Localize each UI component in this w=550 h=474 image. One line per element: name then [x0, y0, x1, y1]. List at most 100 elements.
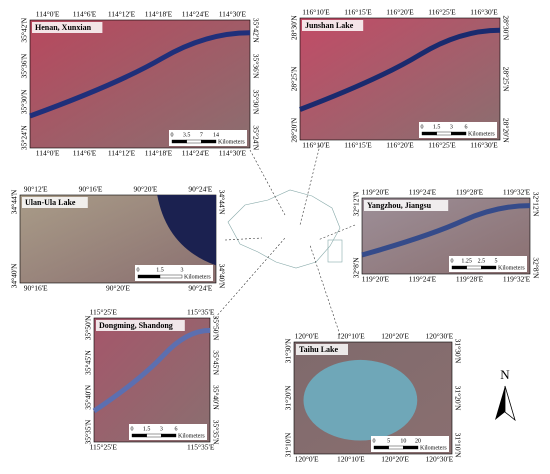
top-tick-label: 114°12'E — [108, 10, 136, 19]
top-tick-label: 116°30'E — [470, 8, 498, 17]
panel-title: Dongming, Shandong — [99, 321, 173, 330]
top-tick-label: 115°35'E — [187, 308, 215, 317]
bottom-tick-label: 114°0'E — [36, 149, 60, 158]
map-panel: Ulan-Ula Lake 90°12'E 90°16'E 90°20'E 90°24'… — [10, 185, 227, 293]
left-tick-label: 35°35'N — [84, 419, 93, 444]
map-panel: Taihu Lake 120°0'E 120°10'E 120°20'E 120°30'… — [284, 332, 463, 464]
scale-bar — [388, 445, 404, 450]
scale-bar — [451, 265, 467, 270]
scale-tick: 2.5 — [478, 258, 486, 264]
scale-unit: Kilometers — [420, 445, 447, 451]
top-tick-label: 114°0'E — [36, 10, 60, 19]
right-tick-label: 34°44'N — [217, 190, 226, 215]
scale-bar — [481, 265, 497, 270]
top-tick-label: 115°25'E — [90, 308, 118, 317]
left-tick-label: 35°42'N — [20, 17, 29, 42]
scale-bar — [137, 274, 161, 279]
right-tick-label: 35°24'N — [251, 125, 260, 150]
bottom-tick-label: 120°30'E — [426, 455, 454, 464]
right-tick-label: 28°30'N — [501, 15, 510, 40]
scale-tick: 14 — [213, 132, 219, 138]
scale-tick: 6 — [465, 124, 468, 130]
lake — [303, 359, 418, 441]
top-tick-label: 90°20'E — [133, 185, 157, 194]
left-tick-label: 34°40'N — [10, 263, 19, 288]
left-tick-label: 28°25'N — [290, 66, 299, 91]
scale-tick: 1.5 — [156, 267, 164, 273]
right-tick-label: 35°36'N — [251, 54, 260, 79]
top-tick-label: 119°24'E — [409, 188, 437, 197]
bottom-tick-label: 116°20'E — [386, 141, 414, 150]
scale-tick: 0 — [421, 124, 424, 130]
right-tick-label: 32°8'N — [531, 257, 540, 279]
bottom-tick-label: 114°24'E — [182, 149, 210, 158]
scale-tick: 1.5 — [433, 124, 441, 130]
top-tick-label: 116°25'E — [428, 8, 456, 17]
bottom-tick-label: 90°20'E — [106, 284, 130, 293]
top-tick-label: 119°20'E — [362, 188, 390, 197]
bottom-tick-label: 114°30'E — [219, 149, 247, 158]
map-panel: Yangzhou, Jiangsu 119°20'E 119°24'E 119°28'… — [352, 188, 541, 284]
scale-bar — [451, 131, 467, 136]
bottom-tick-label: 90°16'E — [24, 284, 48, 293]
bottom-tick-label: 116°30'E — [470, 141, 498, 150]
scale-tick: 3 — [181, 267, 184, 273]
top-tick-label: 114°30'E — [219, 10, 247, 19]
top-tick-label: 90°24'E — [188, 185, 212, 194]
scale-bar — [403, 445, 419, 450]
right-tick-label: 31°10'N — [453, 433, 462, 458]
title-box — [22, 197, 88, 208]
bottom-tick-label: 119°28'E — [456, 275, 484, 284]
satellite-image — [29, 19, 251, 149]
bottom-tick-label: 114°6'E — [73, 149, 97, 158]
river — [29, 30, 251, 119]
top-tick-label: 114°18'E — [145, 10, 173, 19]
right-tick-label: 35°40'N — [211, 385, 220, 410]
left-tick-label: 35°50'N — [84, 315, 93, 340]
satellite-image — [93, 317, 211, 443]
scale-tick: 3.5 — [183, 132, 191, 138]
bottom-tick-label: 116°25'E — [428, 141, 456, 150]
scale-tick: 0 — [131, 426, 134, 432]
left-tick-label: 35°45'N — [84, 350, 93, 375]
satellite-image — [299, 17, 501, 141]
bottom-tick-label: 114°12'E — [108, 149, 136, 158]
lake — [157, 195, 216, 266]
china-outline — [227, 189, 343, 269]
top-tick-label: 116°15'E — [344, 8, 372, 17]
scale-unit: Kilometers — [468, 131, 495, 137]
scale-tick: 3 — [450, 124, 453, 130]
scale-tick: 0 — [137, 267, 140, 273]
bottom-tick-label: 90°24'E — [188, 284, 212, 293]
scale-tick: 0 — [373, 438, 376, 444]
right-tick-label: 35°35'N — [211, 420, 220, 445]
title-box — [302, 20, 364, 31]
title-box — [32, 22, 103, 33]
right-tick-label: 28°25'N — [501, 67, 510, 92]
scale-bar — [373, 445, 389, 450]
title-box — [296, 344, 348, 355]
river — [361, 203, 531, 258]
scale-tick: 1.25 — [461, 258, 472, 264]
title-box — [96, 320, 185, 331]
scale-bar — [186, 139, 202, 144]
bottom-tick-label: 119°20'E — [362, 275, 390, 284]
scale-unit: Kilometers — [178, 433, 205, 439]
top-tick-label: 90°16'E — [79, 185, 103, 194]
scale-bar — [146, 433, 162, 438]
scale-tick: 10 — [400, 438, 406, 444]
bottom-tick-label: 120°0'E — [295, 455, 319, 464]
left-tick-label: 35°36'N — [20, 53, 29, 78]
scale-tick: 0 — [451, 258, 454, 264]
connector-lines — [214, 144, 356, 336]
top-tick-label: 90°12'E — [24, 185, 48, 194]
scale-tick: 5 — [387, 438, 390, 444]
scale-bar — [436, 131, 452, 136]
bottom-tick-label: 114°18'E — [145, 149, 173, 158]
bottom-tick-label: 120°10'E — [337, 455, 365, 464]
right-tick-label: 31°30'N — [453, 339, 462, 364]
right-tick-label: 31°20'N — [453, 386, 462, 411]
north-label: N — [500, 367, 510, 382]
left-tick-label: 35°30'N — [20, 89, 29, 114]
scale-tick: 6 — [175, 426, 178, 432]
